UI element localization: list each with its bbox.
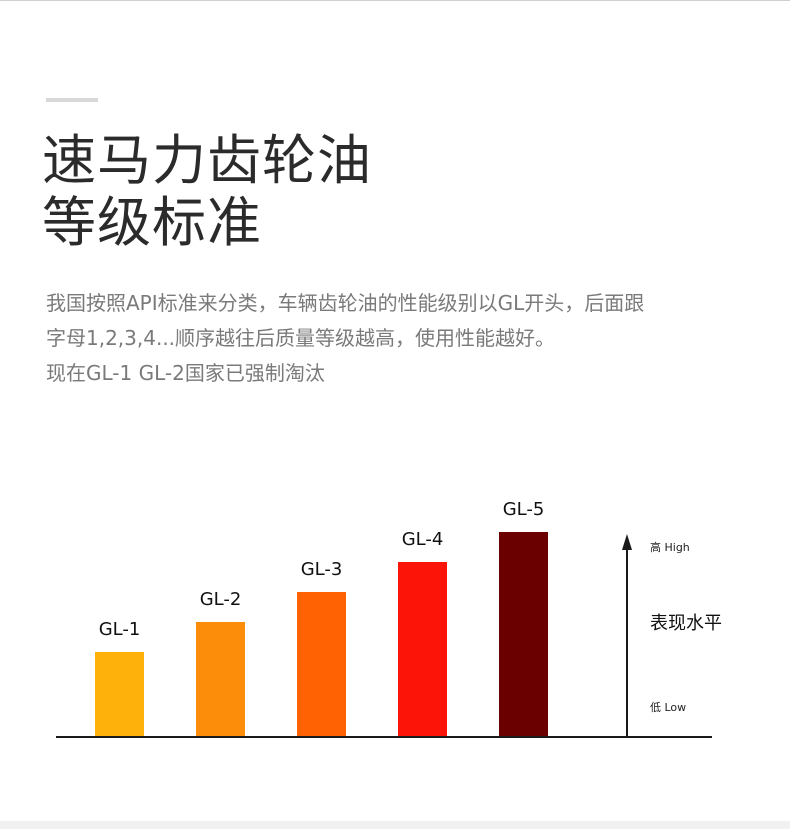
bars-group: GL-1 GL-2 GL-3 GL-4 GL-5 bbox=[95, 499, 548, 737]
bar-gl-2 bbox=[196, 622, 245, 737]
level-high-label: 高 High bbox=[650, 540, 690, 554]
level-axis-title: 表现水平 bbox=[650, 613, 722, 634]
bar-label-gl-3: GL-3 bbox=[301, 559, 343, 580]
top-divider bbox=[0, 0, 790, 1]
level-arrow-up-icon bbox=[622, 534, 632, 550]
bar-label-gl-2: GL-2 bbox=[200, 589, 242, 610]
gl-grade-chart: GL-1 GL-2 GL-3 GL-4 GL-5 高 High 表现水平 低 Low bbox=[56, 499, 722, 738]
title-line-2: 等级标准 bbox=[42, 191, 262, 254]
bar-label-gl-4: GL-4 bbox=[402, 529, 444, 550]
bottom-strip bbox=[0, 821, 790, 829]
bar-label-gl-5: GL-5 bbox=[503, 499, 545, 520]
bar-gl-5 bbox=[499, 532, 548, 737]
level-low-label: 低 Low bbox=[650, 701, 686, 714]
bar-label-gl-1: GL-1 bbox=[99, 619, 141, 640]
description-line-3: 现在GL-1 GL-2国家已强制淘汰 bbox=[46, 361, 325, 385]
accent-bar bbox=[46, 98, 98, 102]
bar-gl-4 bbox=[398, 562, 447, 737]
page-title: 速马力齿轮油 等级标准 bbox=[42, 130, 372, 254]
bar-gl-3 bbox=[297, 592, 346, 737]
bar-gl-1 bbox=[95, 652, 144, 737]
description: 我国按照API标准来分类，车辆齿轮油的性能级别以GL开头，后面跟 字母1,2,3… bbox=[46, 286, 756, 391]
title-line-1: 速马力齿轮油 bbox=[42, 129, 372, 192]
description-line-2: 字母1,2,3,4...顺序越往后质量等级越高，使用性能越好。 bbox=[46, 326, 556, 350]
description-line-1: 我国按照API标准来分类，车辆齿轮油的性能级别以GL开头，后面跟 bbox=[46, 291, 645, 315]
